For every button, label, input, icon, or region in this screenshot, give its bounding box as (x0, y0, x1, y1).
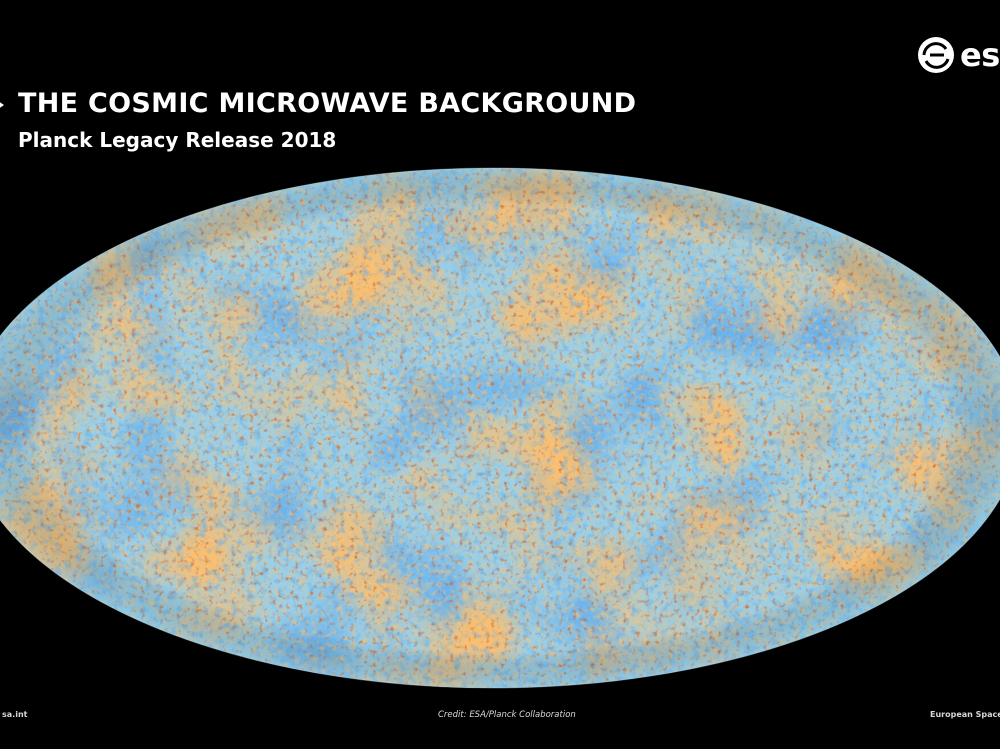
esa-logo-icon (918, 37, 954, 73)
title-bullet-icon (0, 98, 4, 112)
poster-subtitle: Planck Legacy Release 2018 (18, 128, 337, 152)
poster-title: THE COSMIC MICROWAVE BACKGROUND (18, 88, 637, 119)
esa-logo-text: esa (960, 36, 1000, 74)
footer-website: sa.int (2, 710, 28, 719)
esa-logo: esa (916, 34, 1000, 76)
image-credit: Credit: ESA/Planck Collaboration (438, 710, 576, 720)
footer-agency-name: European Space A (930, 710, 1000, 719)
